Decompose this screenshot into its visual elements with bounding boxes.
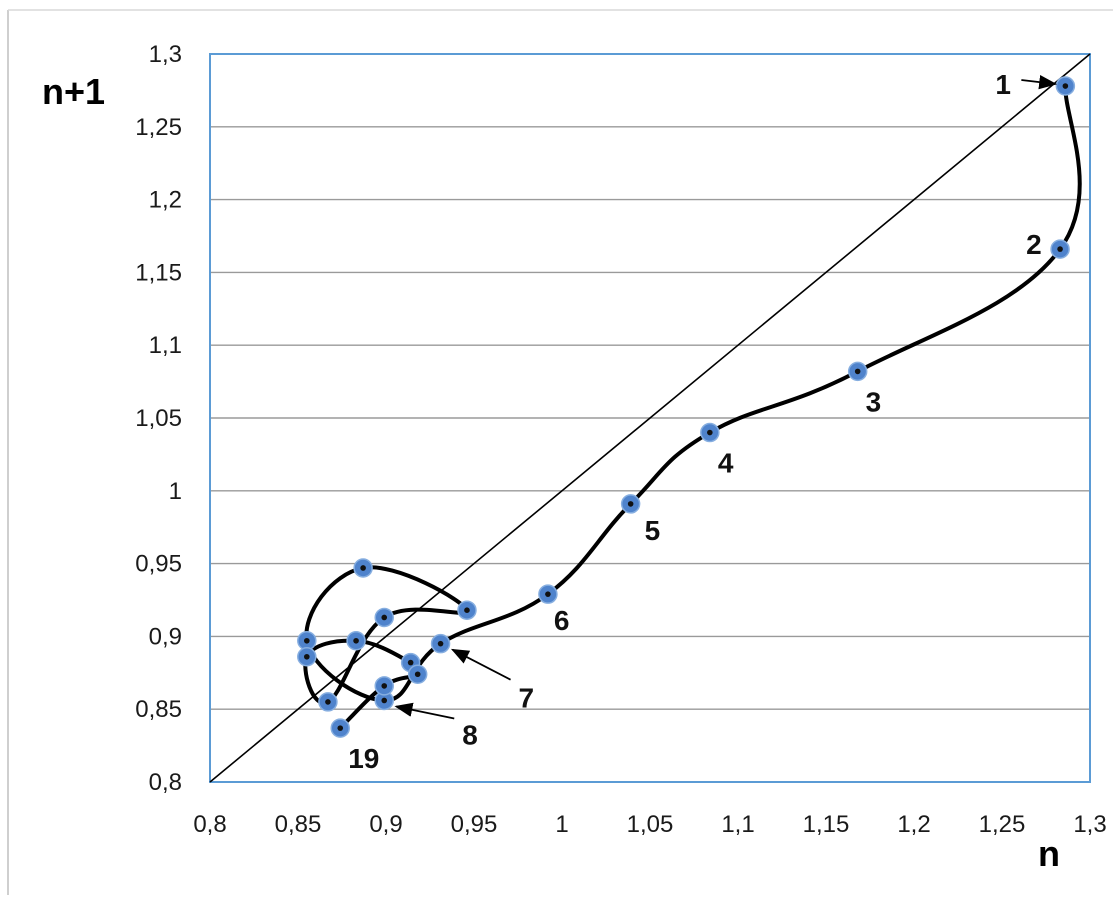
point-center — [414, 671, 421, 678]
point-label-7: 7 — [519, 683, 535, 714]
trajectory-curve — [303, 85, 1082, 730]
y-axis-ticks: 0,8 0,85 0,9 0,95 1 1,05 1,1 1,15 1,2 1,25 1,3 — [135, 41, 182, 796]
y-tick-label: 1 — [169, 478, 182, 505]
point-center — [360, 565, 366, 571]
reference-diagonal — [209, 53, 1091, 783]
diagonal-line — [209, 53, 1091, 783]
data-point — [407, 664, 428, 685]
data-point — [297, 647, 317, 667]
point-labels: 1 2 3 4 5 6 7 8 19 — [348, 69, 1058, 774]
y-tick-label: 1,05 — [135, 405, 182, 432]
data-point — [353, 558, 373, 578]
x-tick-label: 1,25 — [979, 811, 1026, 838]
x-tick-label: 0,95 — [451, 811, 498, 838]
point-arrow-7 — [450, 648, 511, 681]
point-center — [407, 659, 414, 666]
data-point — [620, 494, 641, 514]
point-label-3: 3 — [866, 386, 882, 417]
data-point — [1055, 76, 1076, 96]
point-label-4: 4 — [718, 448, 734, 479]
point-center — [437, 640, 444, 647]
x-tick-label: 0,8 — [193, 811, 226, 838]
data-points — [297, 76, 1076, 738]
y-tick-label: 1,2 — [149, 187, 182, 214]
point-center — [304, 637, 310, 644]
point-center — [304, 653, 310, 660]
point-center — [707, 429, 713, 436]
point-center — [325, 699, 331, 705]
point-center — [381, 697, 388, 704]
y-axis-title: n+1 — [42, 71, 105, 112]
point-label-19: 19 — [348, 743, 379, 774]
point-center — [627, 501, 634, 507]
y-tick-label: 0,85 — [135, 696, 182, 723]
point-center — [381, 683, 388, 689]
data-point — [700, 422, 720, 443]
data-point — [457, 600, 477, 620]
point-center — [545, 591, 551, 597]
y-tick-label: 1,1 — [149, 332, 182, 359]
data-point — [374, 607, 394, 628]
point-label-8: 8 — [462, 719, 478, 750]
point-center — [1057, 246, 1063, 252]
x-tick-label: 1,05 — [627, 811, 674, 838]
y-tick-label: 1,25 — [135, 114, 182, 141]
x-tick-label: 0,85 — [275, 811, 322, 838]
y-tick-label: 0,9 — [149, 623, 182, 650]
trajectory-path — [303, 85, 1082, 730]
data-point — [330, 718, 350, 738]
data-point — [847, 361, 868, 382]
plot-area-border — [209, 53, 1091, 783]
x-tick-label: 1,2 — [897, 811, 930, 838]
data-point — [346, 631, 366, 651]
point-center — [1062, 83, 1069, 89]
data-point — [318, 692, 338, 712]
point-center — [464, 607, 470, 613]
point-center — [337, 725, 344, 731]
y-tick-label: 1,15 — [135, 259, 182, 286]
x-tick-label: 1,3 — [1073, 811, 1106, 838]
x-tick-label: 0,9 — [369, 811, 402, 838]
point-label-6: 6 — [554, 605, 570, 636]
x-tick-label: 1,1 — [721, 811, 754, 838]
point-arrow-8 — [394, 702, 455, 720]
y-tick-label: 0,8 — [149, 769, 182, 796]
point-center — [854, 368, 861, 375]
data-point — [1050, 239, 1070, 259]
x-axis-title: n — [1038, 833, 1060, 874]
point-label-1: 1 — [995, 69, 1011, 100]
data-point — [430, 633, 451, 654]
y-tick-label: 1,3 — [149, 41, 182, 68]
x-axis-ticks: 0,8 0,85 0,9 0,95 1 1,05 1,1 1,15 1,2 1,25 1,3 — [193, 811, 1106, 838]
y-tick-label: 0,95 — [135, 551, 182, 578]
point-center — [381, 614, 388, 621]
data-point — [374, 676, 394, 696]
x-tick-label: 1,15 — [803, 811, 850, 838]
data-point — [538, 584, 558, 604]
point-label-2: 2 — [1026, 229, 1042, 260]
point-center — [353, 637, 359, 644]
point-arrow-1 — [1021, 74, 1058, 90]
point-label-5: 5 — [645, 515, 661, 546]
x-tick-label: 1 — [555, 811, 568, 838]
